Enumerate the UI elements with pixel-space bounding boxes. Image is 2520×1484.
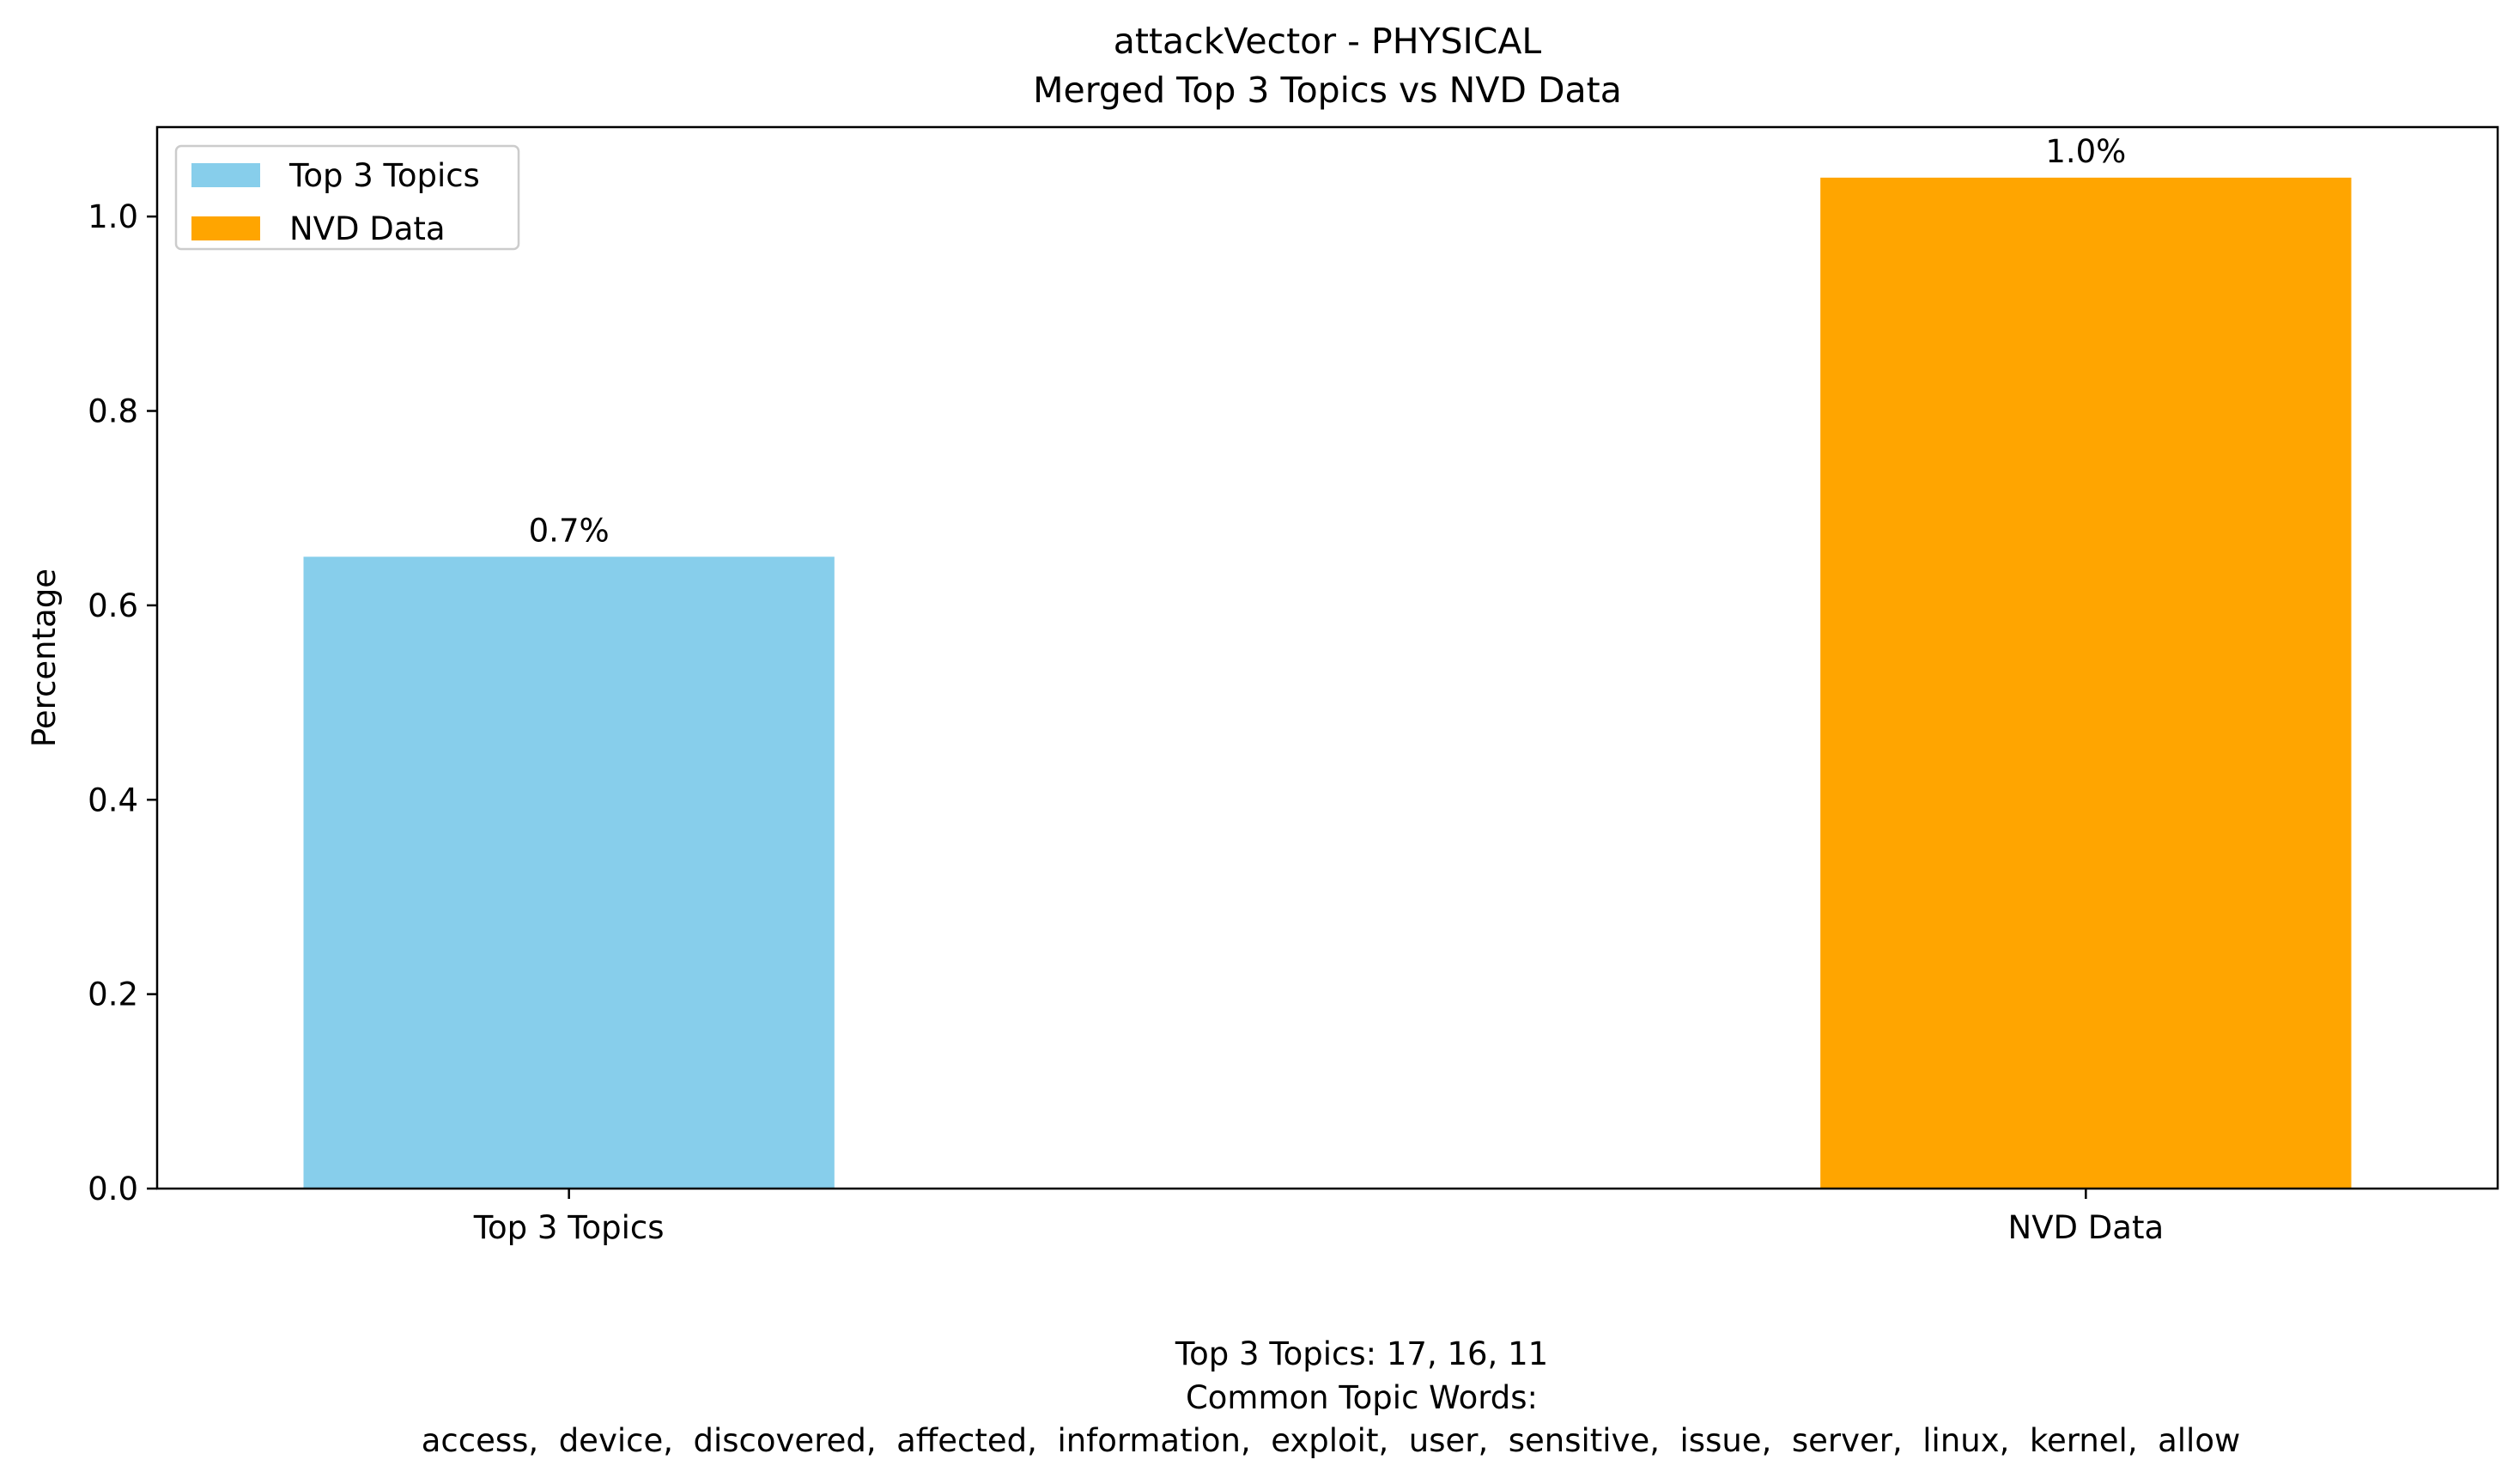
y-tick-label: 0.4 bbox=[88, 782, 138, 818]
legend-swatch-top-3-topics bbox=[191, 163, 260, 187]
bar-value-label-nvd-data: 1.0% bbox=[2045, 133, 2126, 170]
footer-words-heading: Common Topic Words: bbox=[1186, 1379, 1538, 1416]
bar-value-label-top-3-topics: 0.7% bbox=[529, 512, 610, 549]
bar-top-3-topics bbox=[303, 556, 835, 1189]
footer-topics: Top 3 Topics: 17, 16, 11 bbox=[1175, 1335, 1548, 1372]
y-tick-label: 0.0 bbox=[88, 1171, 138, 1207]
y-axis: 0.0 0.2 0.4 0.6 0.8 1.0 bbox=[88, 198, 157, 1207]
legend-label-nvd-data: NVD Data bbox=[289, 210, 446, 247]
x-axis: Top 3 Topics NVD Data bbox=[473, 1189, 2164, 1246]
chart-title: attackVector - PHYSICAL bbox=[1114, 21, 1542, 62]
legend-label-top-3-topics: Top 3 Topics bbox=[288, 157, 480, 194]
plot-frame bbox=[155, 125, 2499, 1190]
legend: Top 3 Topics NVD Data bbox=[174, 144, 520, 251]
legend-swatch-nvd-data bbox=[191, 216, 260, 240]
x-tick-label: NVD Data bbox=[2008, 1209, 2165, 1246]
y-tick-label: 0.8 bbox=[88, 393, 138, 430]
y-tick-label: 1.0 bbox=[88, 198, 138, 235]
bar-nvd-data bbox=[1820, 177, 2352, 1189]
y-tick-label: 0.2 bbox=[88, 976, 138, 1013]
y-tick-label: 0.6 bbox=[88, 587, 138, 624]
chart-subtitle: Merged Top 3 Topics vs NVD Data bbox=[1033, 70, 1622, 111]
plot-area: 0.7% 1.0% bbox=[303, 133, 2352, 1189]
footer-words-list: access, device, discovered, affected, in… bbox=[422, 1422, 2241, 1459]
legend-box bbox=[174, 144, 520, 251]
y-axis-label: Percentage bbox=[26, 569, 63, 747]
x-tick-label: Top 3 Topics bbox=[473, 1209, 665, 1246]
